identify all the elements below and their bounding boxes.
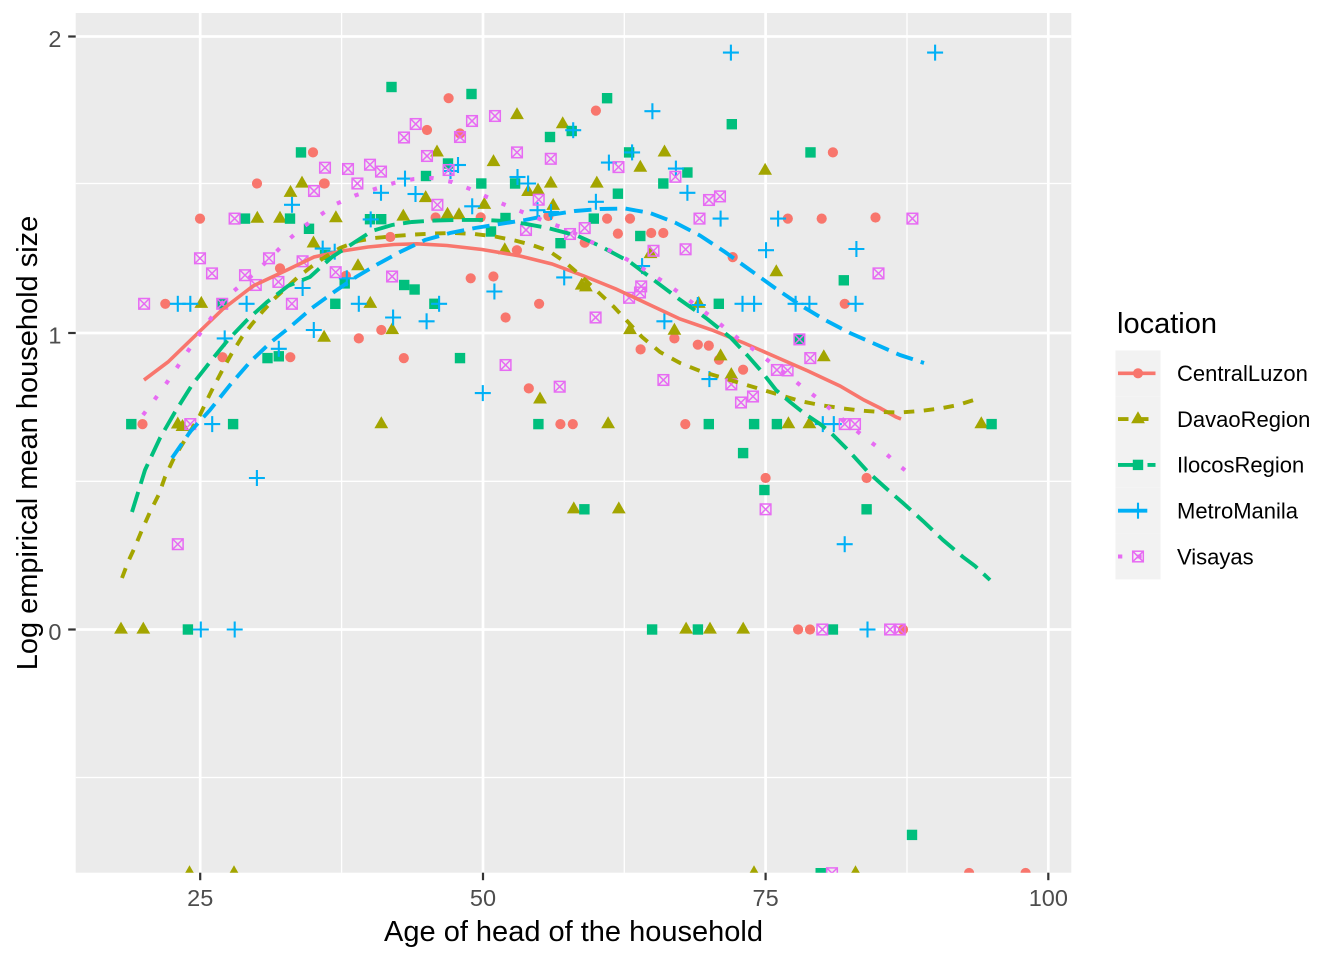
svg-text:Age of head of the household: Age of head of the household	[384, 916, 763, 948]
svg-text:2: 2	[48, 26, 61, 52]
svg-text:DavaoRegion: DavaoRegion	[1177, 407, 1310, 432]
svg-text:0: 0	[48, 619, 61, 645]
svg-text:75: 75	[753, 885, 779, 911]
svg-text:location: location	[1117, 308, 1217, 340]
svg-text:IlocosRegion: IlocosRegion	[1177, 453, 1304, 478]
svg-text:50: 50	[470, 885, 496, 911]
svg-text:100: 100	[1029, 885, 1068, 911]
svg-text:MetroManila: MetroManila	[1177, 499, 1299, 524]
svg-text:1: 1	[48, 322, 61, 348]
svg-text:25: 25	[187, 885, 213, 911]
svg-text:CentralLuzon: CentralLuzon	[1177, 361, 1308, 386]
svg-text:Log empirical mean household s: Log empirical mean household size	[12, 216, 44, 671]
svg-text:Visayas: Visayas	[1177, 544, 1254, 569]
